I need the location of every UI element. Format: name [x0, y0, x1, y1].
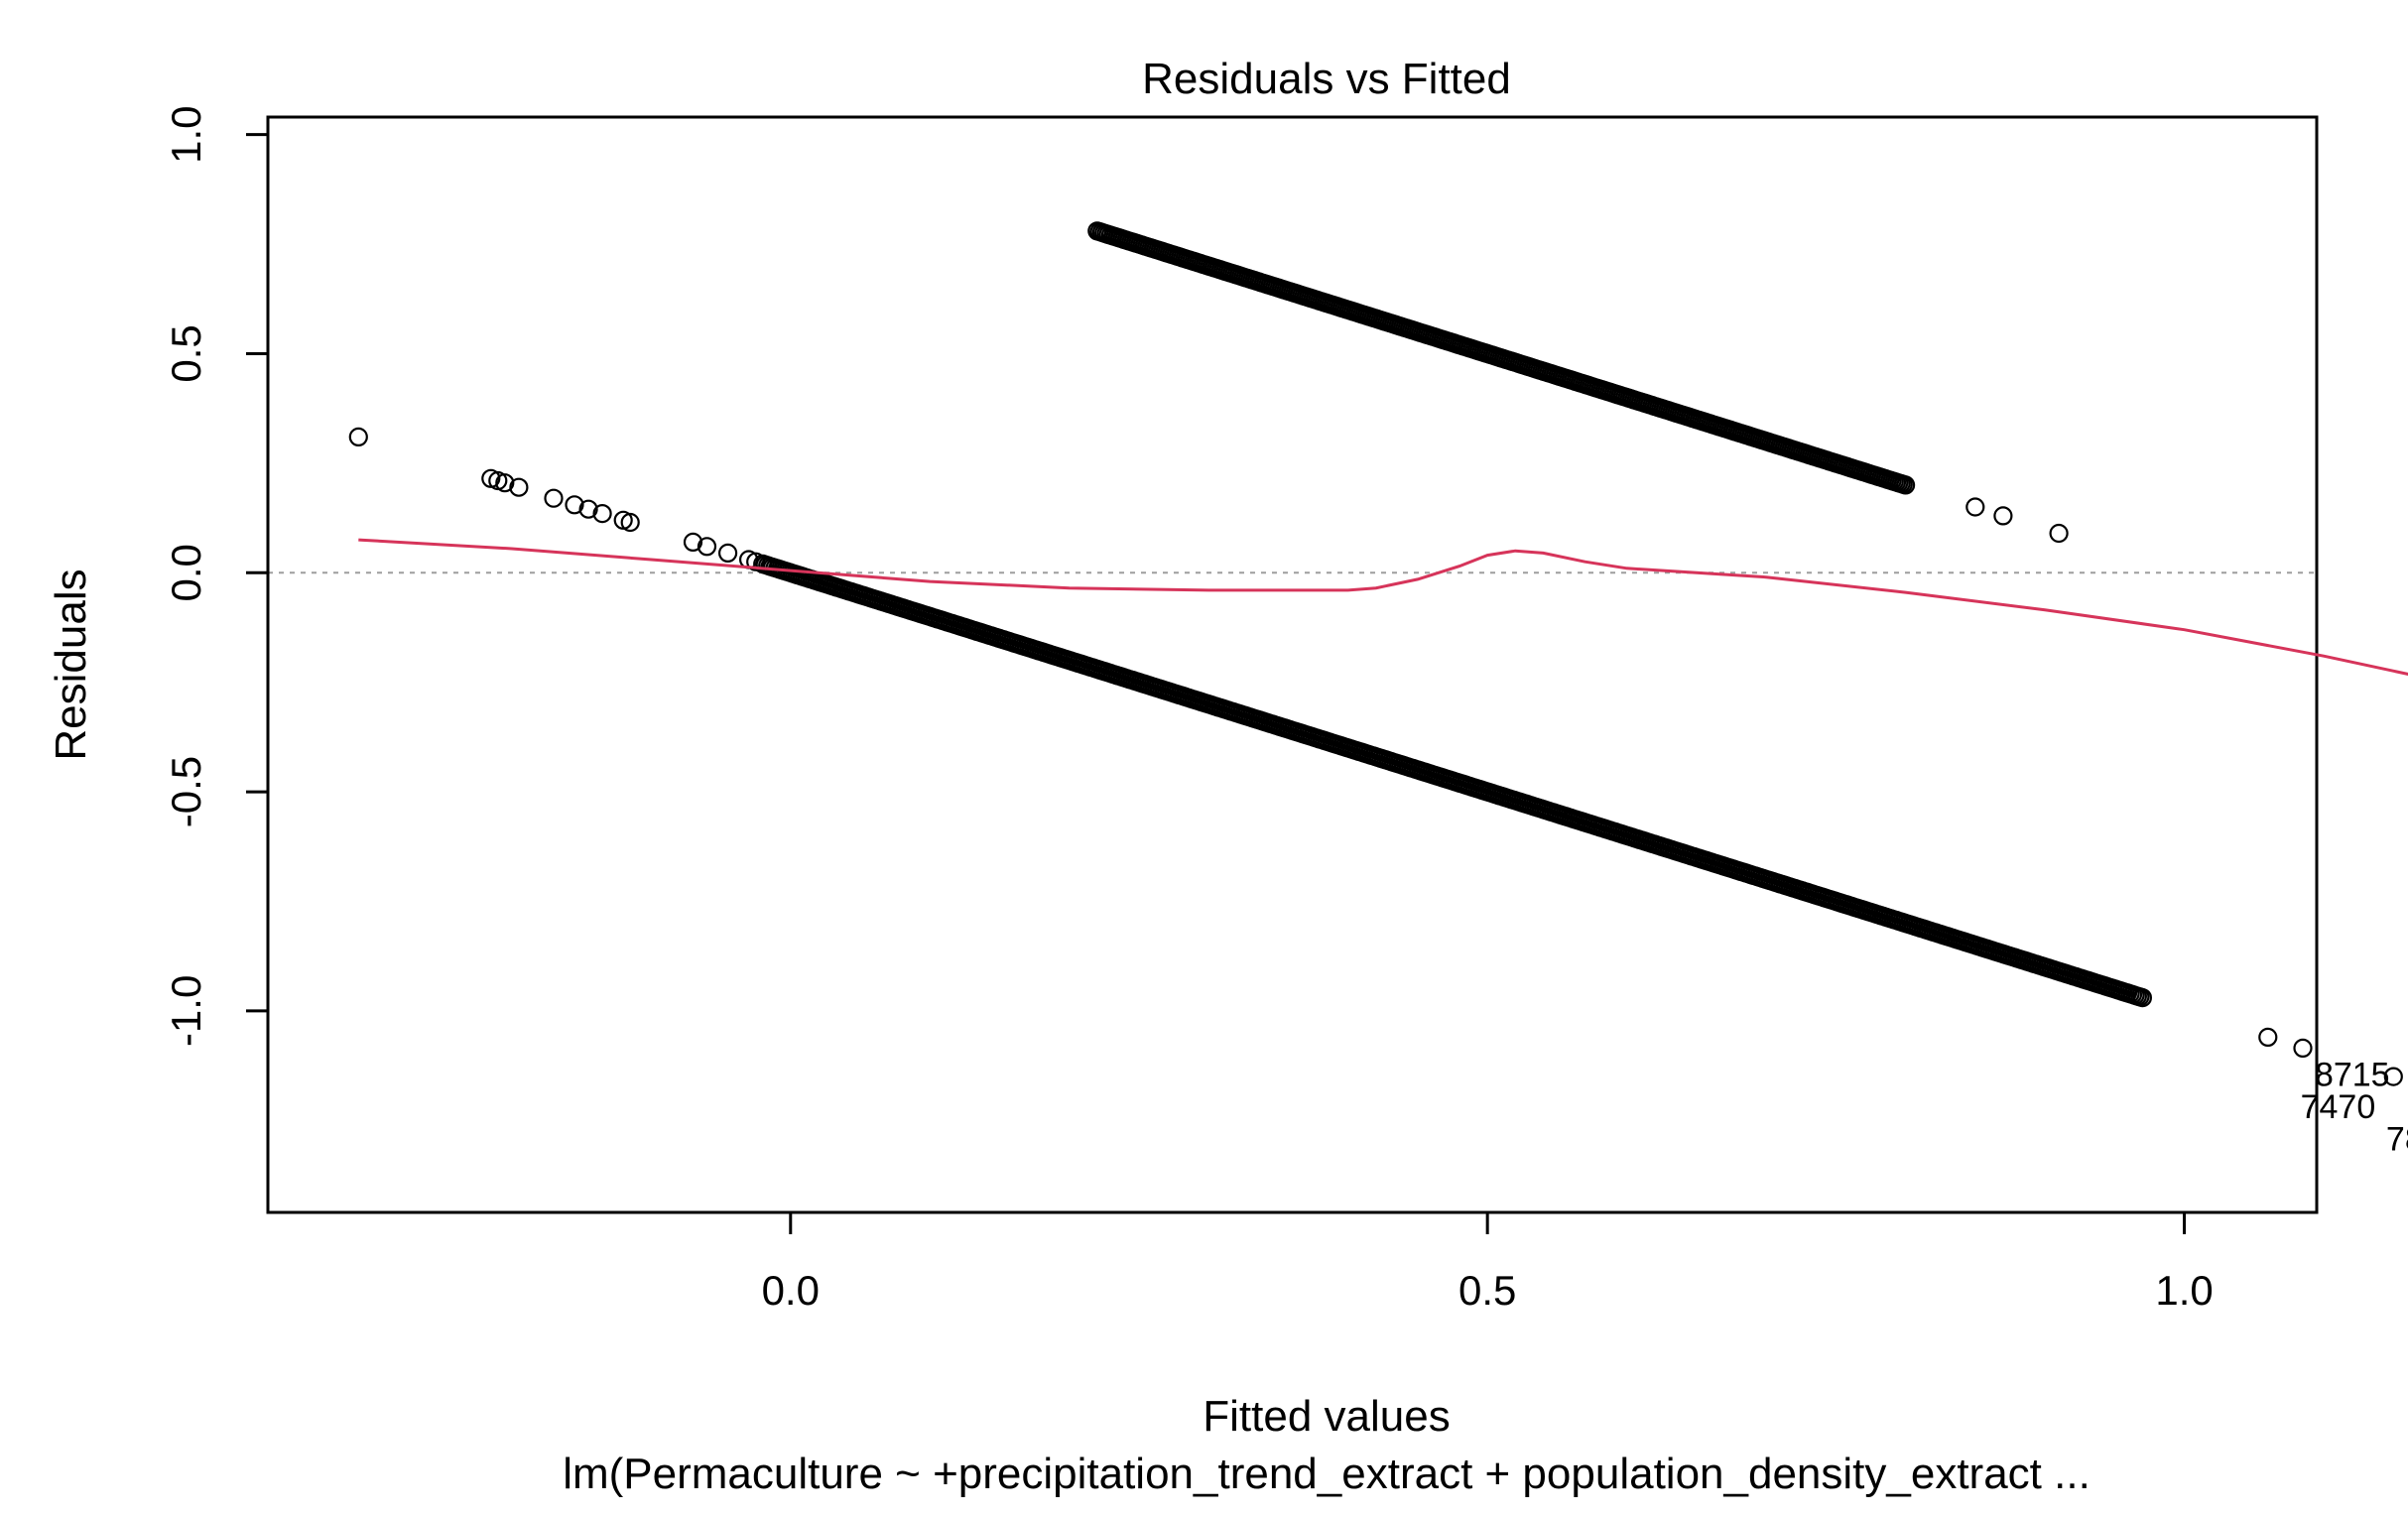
data-point [2258, 1027, 2278, 1048]
y-axis-title: Residuals [47, 569, 95, 760]
data-point [592, 503, 612, 524]
data-point [544, 488, 564, 508]
chart-title: Residuals vs Fitted [1142, 55, 1511, 103]
data-point [746, 552, 766, 571]
data-point [620, 512, 640, 533]
data-point [578, 499, 598, 519]
x-axis-title: Fitted values [1203, 1392, 1450, 1441]
data-point [2383, 1067, 2403, 1086]
data-point [1965, 497, 1985, 517]
y-tick-label: 0.0 [163, 544, 209, 601]
data-point [697, 537, 717, 557]
data-point [509, 477, 529, 497]
data-point [1895, 475, 1916, 495]
y-tick-label: -1.0 [163, 975, 209, 1047]
plot-border [266, 115, 2319, 1214]
data-point [717, 543, 738, 564]
data-point [2049, 523, 2069, 544]
x-axis: 0.0 0.5 1.0 [762, 1210, 2214, 1314]
smoother-line [358, 538, 2408, 676]
data-point [1993, 506, 2013, 526]
y-tick-label: -0.5 [163, 756, 209, 827]
data-point [495, 473, 515, 493]
outlier-label: 7470 [2301, 1088, 2376, 1126]
x-tick-label: 1.0 [2155, 1267, 2213, 1314]
points-layer [348, 221, 2403, 1086]
x-tick-label: 0.5 [1458, 1267, 1516, 1314]
data-point [348, 427, 368, 446]
x-tick-label: 0.0 [762, 1267, 820, 1314]
y-tick-label: 1.0 [163, 105, 209, 163]
y-tick-label: 0.5 [163, 324, 209, 382]
data-point [2293, 1038, 2313, 1059]
data-point [2132, 987, 2152, 1008]
data-point [683, 532, 703, 553]
model-formula-subtitle: lm(Permaculture ~ +precipitation_trend_e… [563, 1450, 2091, 1498]
data-point [565, 495, 584, 515]
y-axis: -1.0 -0.5 0.0 0.5 1.0 [163, 105, 270, 1047]
outlier-label: 7830 [2386, 1121, 2408, 1159]
outlier-label: 8715 [2315, 1056, 2390, 1093]
